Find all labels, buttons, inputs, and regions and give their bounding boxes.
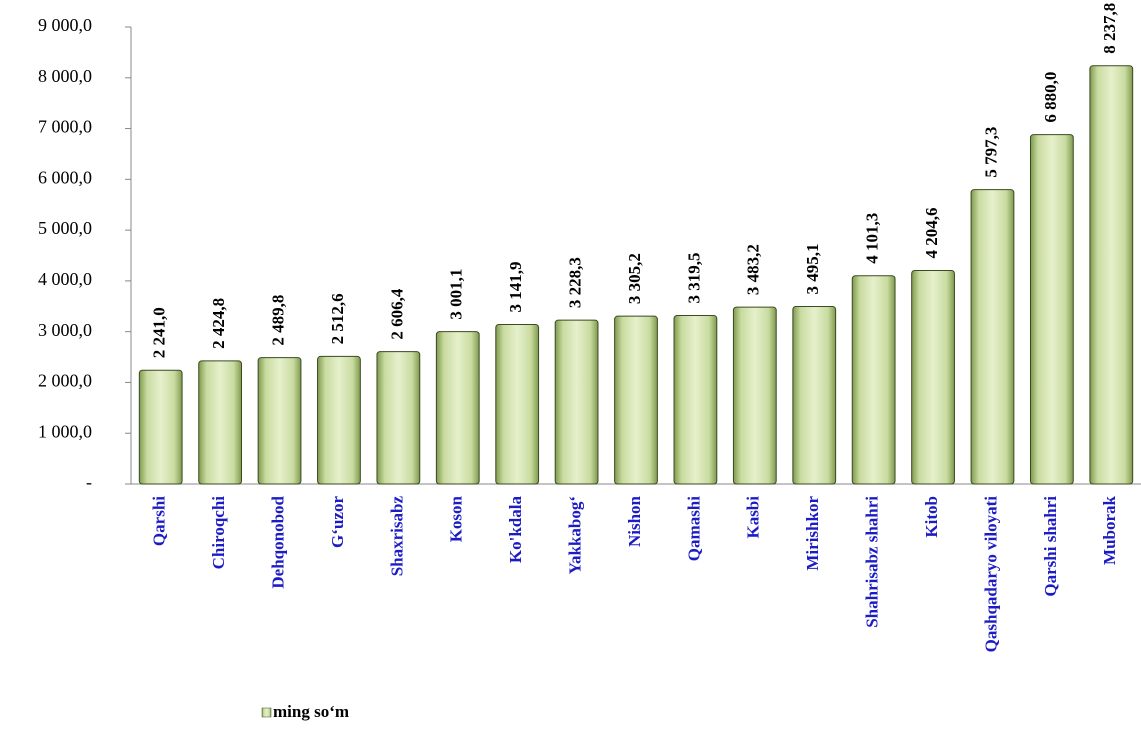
bar	[376, 351, 421, 485]
bar	[673, 314, 718, 485]
x-tick-label: Yakkabog‘	[565, 496, 584, 574]
bar	[1029, 134, 1074, 485]
x-tick-label: Qamashi	[684, 496, 703, 561]
bar	[554, 319, 599, 485]
y-tick-label: 5 000,0	[38, 218, 92, 238]
bar	[435, 331, 480, 485]
value-label: 3 319,5	[684, 252, 703, 303]
value-label: 3 228,3	[565, 257, 584, 308]
x-tick-label: Shaxrisabz	[387, 496, 406, 577]
x-tick-label: Shahrisabz shahri	[863, 496, 882, 628]
x-tick-label: Mirishkor	[803, 496, 822, 571]
x-tick-label: Qashqadaryo viloyati	[981, 496, 1000, 653]
value-label: 2 512,6	[328, 293, 347, 344]
x-tick-label: Qarshi shahri	[1041, 496, 1060, 597]
y-tick-label: 2 000,0	[38, 371, 92, 391]
value-label: 2 489,8	[268, 295, 287, 346]
bar	[851, 275, 896, 485]
x-tick-label: Chiroqchi	[209, 496, 228, 570]
x-tick-label: G‘uzor	[328, 496, 347, 548]
value-label: 3 001,1	[447, 269, 466, 320]
y-tick-label: 8 000,0	[38, 66, 92, 86]
value-label: 2 606,4	[387, 288, 406, 340]
y-tick-label: 7 000,0	[38, 117, 92, 137]
value-label: 3 141,9	[506, 261, 525, 312]
value-label: 4 204,6	[922, 207, 941, 258]
value-label: 3 483,2	[744, 244, 763, 295]
x-tick-label: Kasbi	[744, 496, 763, 539]
x-tick-label: Nishon	[625, 495, 644, 547]
value-label: 2 241,0	[150, 307, 169, 358]
value-label: 2 424,8	[209, 298, 228, 349]
value-label: 3 495,1	[803, 244, 822, 295]
x-tick-label: Ko'kdala	[506, 496, 525, 564]
bar	[198, 360, 243, 485]
value-label: 4 101,3	[863, 213, 882, 264]
bar	[911, 269, 955, 485]
bar	[257, 357, 302, 485]
bar	[970, 189, 1015, 485]
legend-swatch	[261, 707, 272, 718]
bar	[614, 315, 658, 485]
y-tick-label: 3 000,0	[38, 320, 92, 340]
value-label: 5 797,3	[981, 127, 1000, 178]
bar	[1089, 65, 1134, 485]
x-tick-label: Dehqonobod	[268, 495, 287, 588]
y-tick-label: 4 000,0	[38, 269, 92, 289]
legend-label: ming so‘m	[273, 702, 349, 721]
value-label: 3 305,2	[625, 253, 644, 304]
bar	[138, 369, 183, 485]
y-tick-label: 1 000,0	[38, 421, 92, 441]
x-tick-label: Koson	[447, 495, 466, 542]
y-tick-label: -	[86, 472, 92, 492]
x-tick-label: Qarshi	[150, 496, 169, 546]
bar	[317, 355, 361, 485]
bar	[792, 306, 837, 485]
y-tick-label: 9 000,0	[38, 15, 92, 35]
value-label: 6 880,0	[1041, 72, 1060, 123]
value-label: 8 237,8	[1100, 3, 1119, 54]
x-tick-label: Muborak	[1100, 495, 1119, 565]
bar	[732, 306, 777, 485]
x-tick-label: Kitob	[922, 496, 941, 538]
y-tick-label: 6 000,0	[38, 167, 92, 187]
bar	[495, 323, 540, 485]
